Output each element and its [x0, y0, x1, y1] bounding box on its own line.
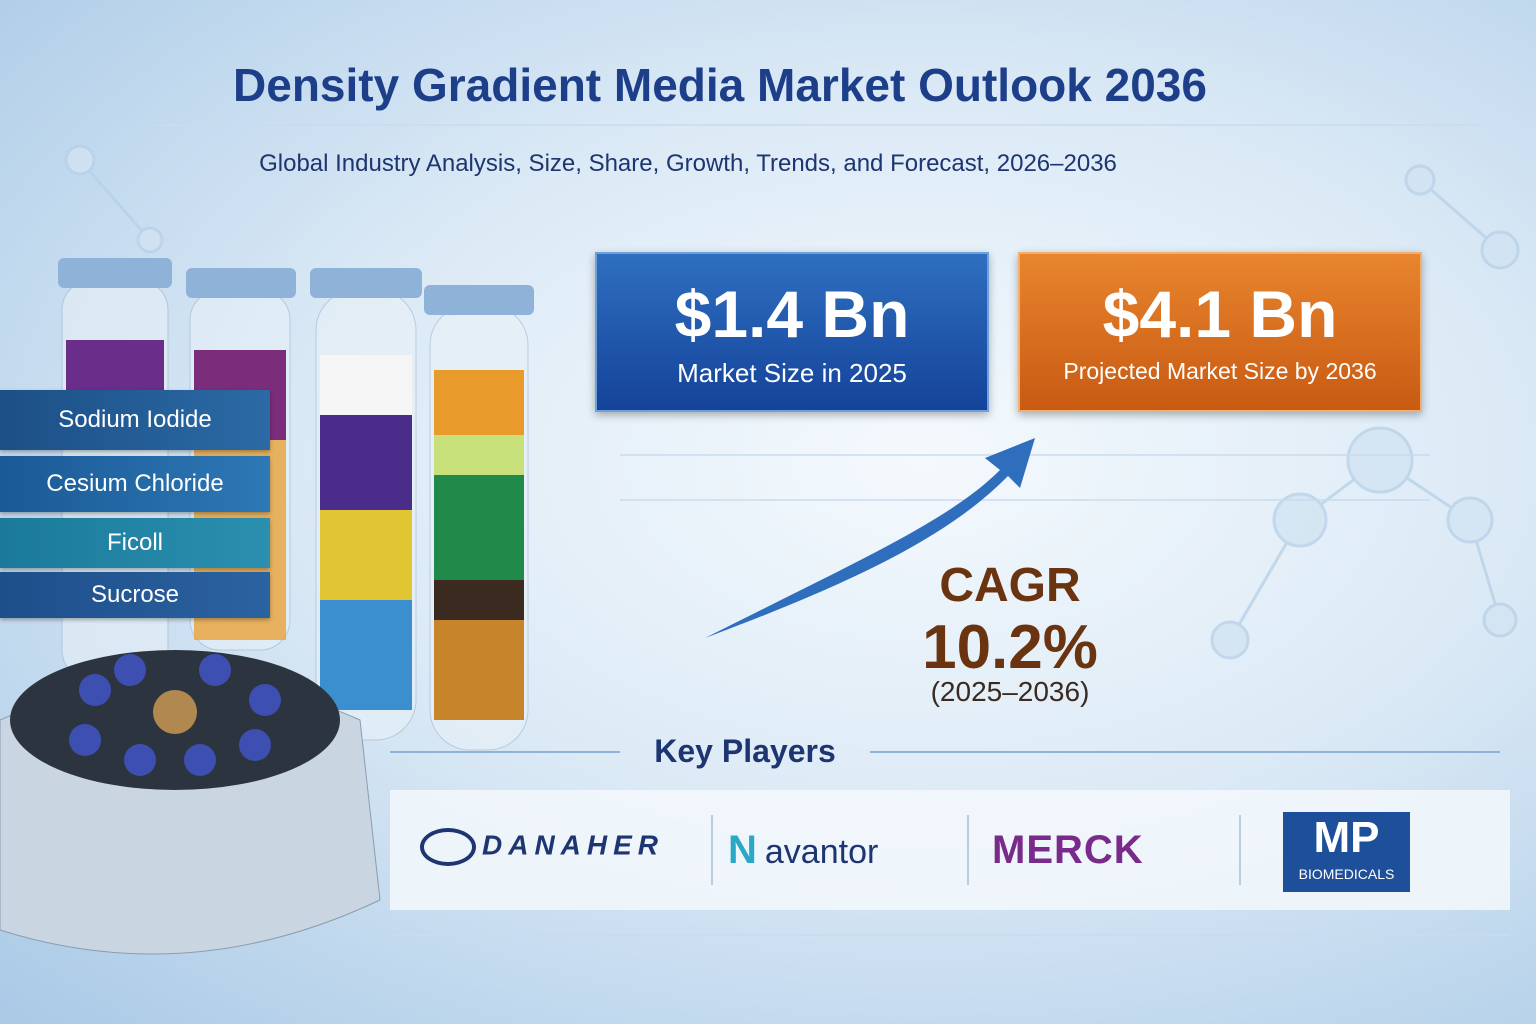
atom: [64, 144, 96, 176]
bucket: [69, 724, 101, 756]
atom: [1272, 492, 1328, 548]
key-players-heading: Key Players: [654, 733, 836, 769]
media-label: Sucrose: [0, 572, 270, 618]
title: Density Gradient Media Market Outlook 20…: [233, 59, 1207, 111]
layer: [320, 600, 412, 710]
company-name: avantor: [764, 833, 879, 871]
tube-cap: [424, 285, 534, 315]
layer: [434, 580, 524, 620]
layer: [434, 620, 524, 720]
layer: [434, 370, 524, 435]
subtitle: Global Industry Analysis, Size, Share, G…: [259, 150, 1117, 177]
stat-value: $4.1 Bn: [1102, 277, 1338, 351]
bond: [78, 159, 152, 241]
logo-mark: N: [728, 828, 757, 872]
logo-mark: [420, 828, 476, 866]
stat-card: $4.1 Bn Projected Market Size by 2036: [1018, 252, 1422, 412]
stat-label: Projected Market Size by 2036: [1063, 358, 1377, 384]
bucket: [249, 684, 281, 716]
bucket: [79, 674, 111, 706]
bucket: [199, 654, 231, 686]
stat-value: $1.4 Bn: [674, 277, 910, 351]
tube-cap: [186, 268, 296, 298]
rotor-hub: [153, 690, 197, 734]
atom: [1480, 230, 1520, 270]
atom: [1346, 426, 1414, 494]
media-label: Cesium Chloride: [0, 456, 270, 512]
cagr-label: CAGR: [939, 559, 1081, 612]
layer: [434, 435, 524, 475]
molecule-network: [64, 144, 1520, 660]
atom: [136, 226, 164, 254]
tube-cap: [58, 258, 172, 288]
tube: [310, 268, 422, 741]
layer: [320, 355, 412, 415]
atom: [1210, 620, 1250, 660]
logo-dividers: [711, 815, 1241, 885]
tube-cap: [310, 268, 422, 298]
bucket: [184, 744, 216, 776]
stat-label: Market Size in 2025: [677, 358, 907, 388]
company-name: MP: [1313, 813, 1380, 862]
company-logo: MERCK: [992, 828, 1144, 873]
layer: [320, 510, 412, 600]
company-logo: MP BIOMEDICALS: [1283, 812, 1410, 892]
tube: [424, 285, 534, 751]
rotor-buckets: [69, 654, 281, 776]
company-tagline: BIOMEDICALS: [1298, 866, 1395, 882]
layer: [320, 415, 412, 510]
company-name: MERCK: [992, 828, 1144, 872]
bucket: [124, 744, 156, 776]
stat-card: $1.4 Bn Market Size in 2025: [595, 252, 989, 412]
atom: [1446, 496, 1494, 544]
atom: [1404, 164, 1436, 196]
growth-arrow: [705, 438, 1035, 638]
media-label: Ficoll: [0, 518, 270, 568]
centrifuge: [0, 650, 381, 955]
media-label: Sodium Iodide: [0, 390, 270, 450]
layer: [434, 475, 524, 580]
bucket: [239, 729, 271, 761]
company-logo: DANAHER: [420, 828, 664, 866]
atom: [1482, 602, 1518, 638]
bucket: [114, 654, 146, 686]
cagr-period: (2025–2036): [930, 676, 1090, 707]
cagr-value: 10.2%: [922, 613, 1098, 682]
company-name: DANAHER: [482, 829, 664, 861]
